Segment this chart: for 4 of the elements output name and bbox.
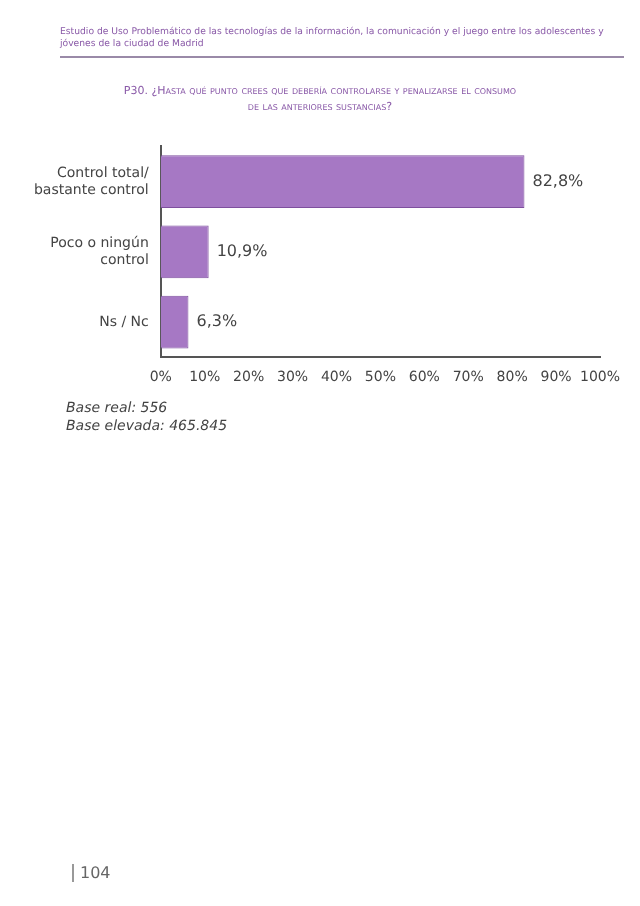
- data-label: 6,3%: [196, 312, 238, 331]
- data-label: 10,9%: [216, 241, 269, 260]
- data-label: 82,8%: [532, 171, 585, 190]
- text: 104: [72, 864, 111, 882]
